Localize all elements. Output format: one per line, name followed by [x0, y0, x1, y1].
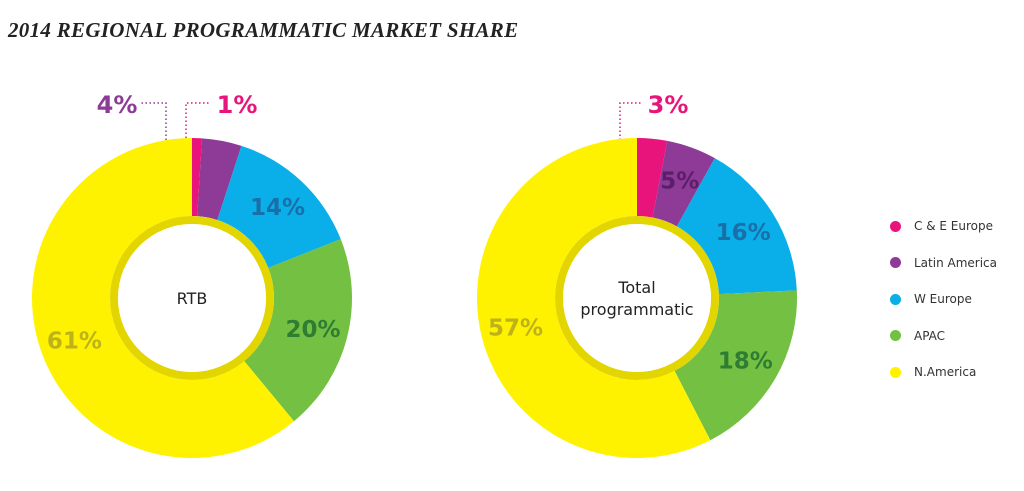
slice-label: 1% [217, 91, 258, 119]
donut-slice [674, 290, 797, 441]
legend-label: APAC [914, 328, 946, 343]
callout-line [185, 102, 210, 138]
donut-slice [676, 158, 797, 295]
donut-slice [197, 138, 242, 221]
center-label: programmatic [580, 300, 693, 319]
legend-label: C & E Europe [914, 219, 993, 234]
legend-swatch [890, 257, 901, 269]
callout-line [140, 102, 167, 140]
donut-slice [637, 138, 668, 218]
donut-chart-rtb: 1% 4% 14% 20% 61% RTB [31, 91, 353, 458]
legend-label: W Europe [914, 292, 972, 307]
slice-label: 61% [47, 328, 102, 354]
legend: C & E Europe Latin America W Europe APAC… [890, 214, 997, 397]
donut-slice [192, 138, 203, 217]
legend-swatch [890, 366, 901, 378]
legend-swatch [890, 330, 901, 342]
legend-label: N.America [914, 365, 977, 380]
donut-slice [244, 239, 353, 422]
slice-label: 20% [286, 317, 341, 343]
legend-item: C & E Europe [890, 214, 997, 239]
inner-ring [110, 216, 274, 380]
donut-hole [118, 224, 266, 372]
slice-label: 14% [250, 195, 305, 221]
slice-label: 18% [718, 349, 773, 375]
legend-swatch [890, 293, 901, 305]
slice-label: 57% [488, 315, 543, 341]
slice-label: 5% [660, 169, 699, 195]
legend-item: Latin America [890, 251, 997, 276]
donut-slice [217, 145, 341, 268]
center-label: Total [617, 278, 655, 297]
legend-item: W Europe [890, 287, 997, 312]
chart-title: 2014 REGIONAL PROGRAMMATIC MARKET SHARE [8, 18, 519, 42]
slice-label: 3% [648, 91, 689, 119]
slice-label: 16% [716, 220, 771, 246]
legend-item: APAC [890, 324, 997, 349]
legend-label: Latin America [914, 255, 997, 270]
legend-swatch [890, 220, 901, 232]
donut-hole [563, 224, 711, 372]
inner-ring [555, 216, 719, 380]
center-label: RTB [177, 289, 208, 308]
slice-label: 4% [97, 91, 138, 119]
legend-item: N.America [890, 360, 997, 385]
callout-line [619, 102, 642, 140]
donut-chart-total-programmatic: 3% 5% 16% 18% 57% Total programmatic [477, 91, 797, 458]
donut-slice [652, 140, 715, 227]
donut-slice [31, 138, 294, 458]
donut-slice [477, 138, 711, 458]
